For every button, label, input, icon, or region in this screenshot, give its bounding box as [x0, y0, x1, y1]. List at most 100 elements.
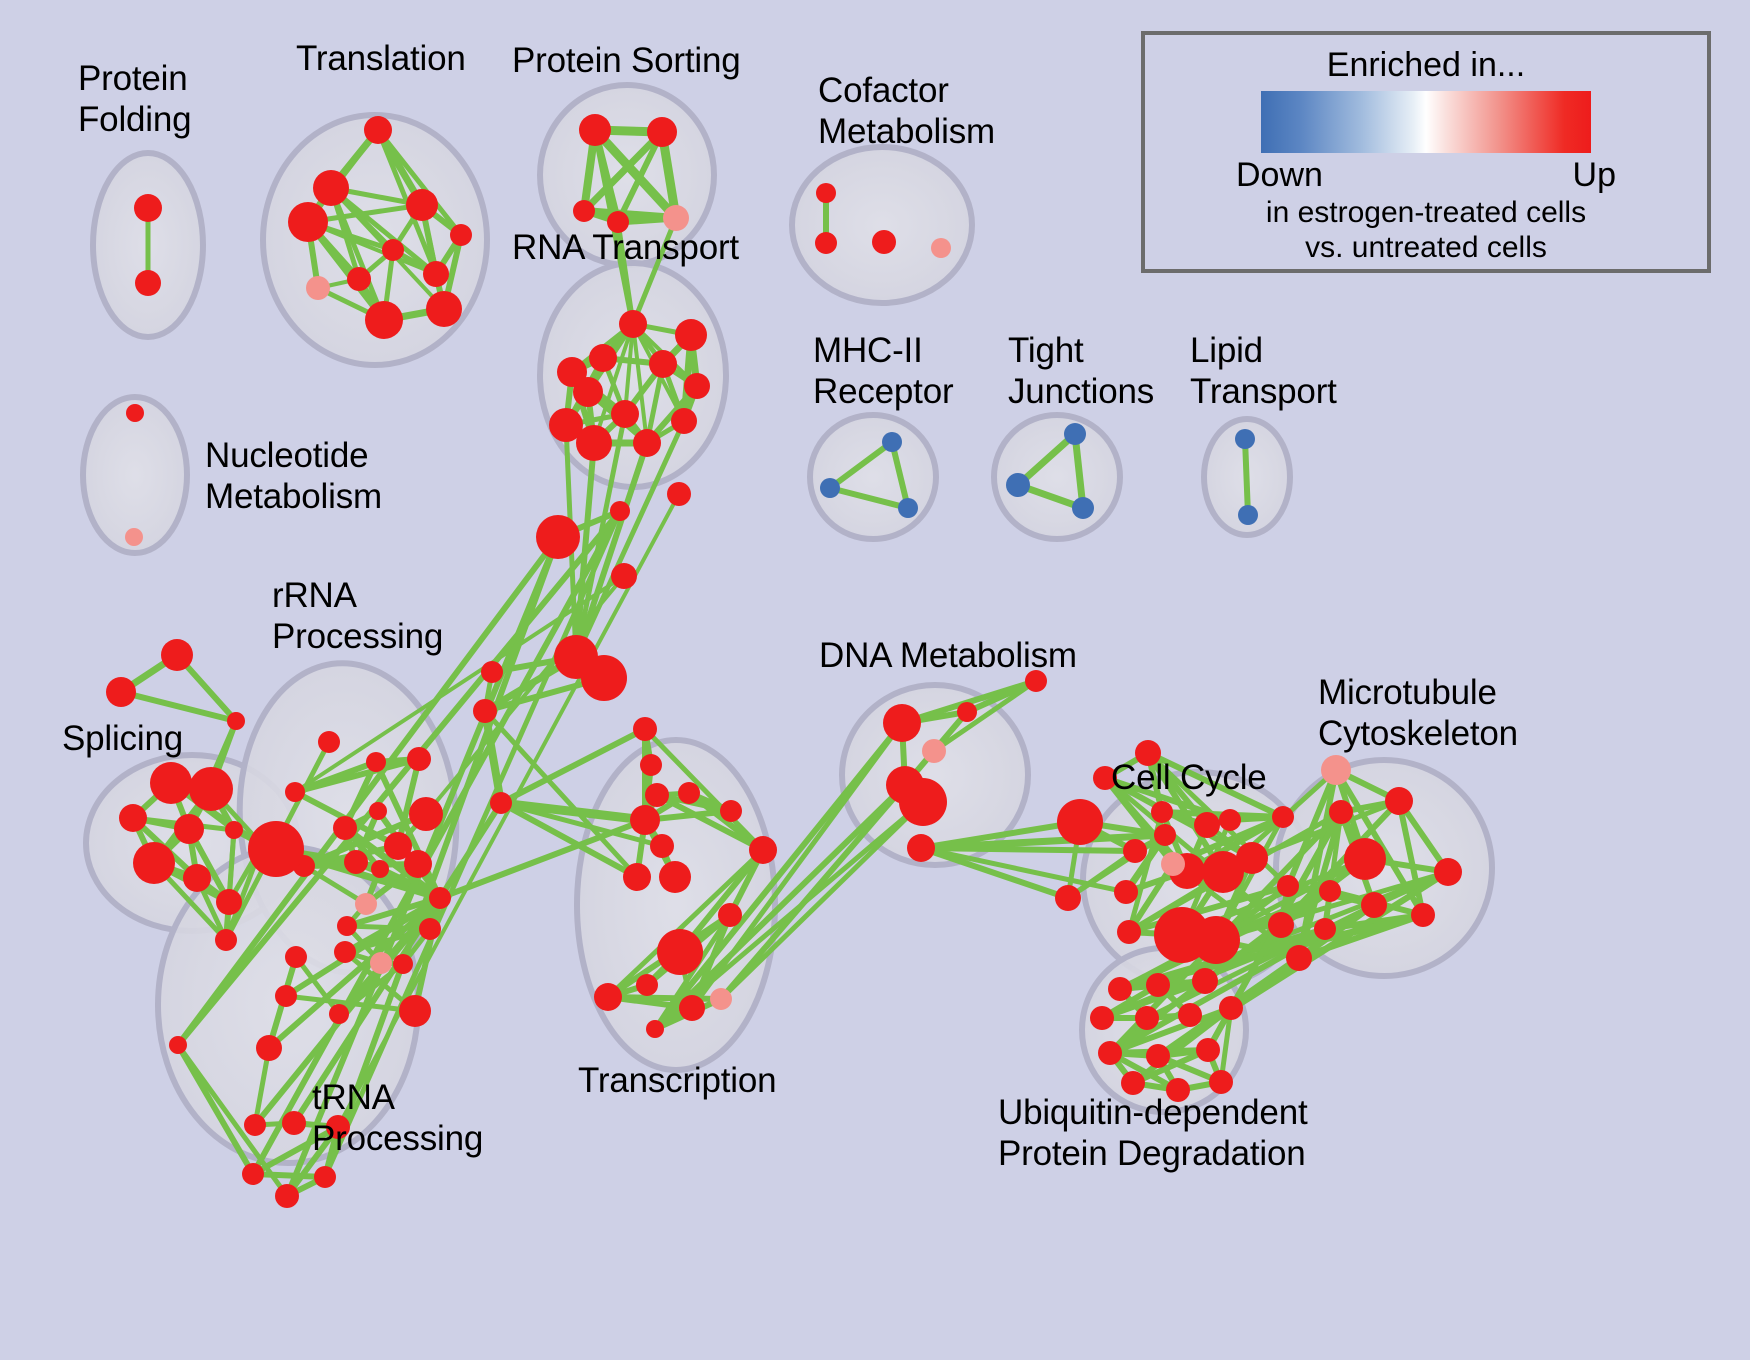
gene-set-node[interactable]: [1146, 1044, 1170, 1068]
gene-set-node[interactable]: [1219, 809, 1241, 831]
gene-set-node[interactable]: [883, 704, 921, 742]
edge[interactable]: [250, 1171, 328, 1180]
edge[interactable]: [615, 219, 636, 327]
gene-set-node[interactable]: [1151, 801, 1173, 823]
edge[interactable]: [573, 411, 628, 660]
gene-set-node[interactable]: [589, 344, 617, 372]
gene-set-node[interactable]: [183, 864, 211, 892]
edge[interactable]: [1107, 1005, 1234, 1056]
gene-set-node[interactable]: [242, 1163, 264, 1185]
gene-set-node[interactable]: [393, 954, 413, 974]
edge[interactable]: [652, 782, 908, 1032]
gene-set-node[interactable]: [718, 903, 742, 927]
gene-set-node[interactable]: [406, 189, 438, 221]
gene-set-node[interactable]: [1121, 1071, 1145, 1095]
edge[interactable]: [301, 863, 369, 907]
edge[interactable]: [931, 678, 1039, 754]
edge[interactable]: [284, 1124, 341, 1199]
gene-set-node[interactable]: [623, 863, 651, 891]
gene-set-node[interactable]: [1268, 912, 1294, 938]
gene-set-node[interactable]: [384, 832, 412, 860]
gene-set-node[interactable]: [285, 946, 307, 968]
gene-set-node[interactable]: [611, 400, 639, 428]
edge[interactable]: [827, 439, 895, 491]
gene-set-node[interactable]: [931, 238, 951, 258]
edge[interactable]: [1107, 1050, 1181, 1093]
gene-set-node[interactable]: [119, 804, 147, 832]
gene-set-node[interactable]: [640, 754, 662, 776]
edge[interactable]: [1396, 798, 1426, 918]
gene-set-node[interactable]: [426, 291, 462, 327]
gene-set-node[interactable]: [244, 1114, 266, 1136]
gene-set-node[interactable]: [898, 498, 918, 518]
gene-set-node[interactable]: [326, 1115, 350, 1139]
gene-set-node[interactable]: [1385, 787, 1413, 815]
gene-set-node[interactable]: [1194, 812, 1220, 838]
edge[interactable]: [266, 895, 443, 1051]
gene-set-node[interactable]: [1314, 918, 1336, 940]
gene-set-node[interactable]: [611, 563, 637, 589]
gene-set-node[interactable]: [404, 850, 432, 878]
gene-set-node[interactable]: [816, 183, 836, 203]
gene-set-node[interactable]: [1135, 740, 1161, 766]
gene-set-node[interactable]: [1166, 1078, 1190, 1102]
edge[interactable]: [498, 726, 648, 806]
gene-set-node[interactable]: [150, 762, 192, 804]
gene-set-node[interactable]: [1192, 916, 1240, 964]
gene-set-node[interactable]: [329, 1004, 349, 1024]
edge[interactable]: [1155, 869, 1451, 988]
gene-set-node[interactable]: [1192, 968, 1218, 994]
edge[interactable]: [623, 322, 635, 416]
edge[interactable]: [573, 418, 687, 660]
gene-set-node[interactable]: [399, 995, 431, 1027]
gene-set-node[interactable]: [369, 802, 387, 820]
gene-set-node[interactable]: [174, 814, 204, 844]
edge[interactable]: [175, 534, 561, 1048]
gene-set-node[interactable]: [215, 929, 237, 951]
edge[interactable]: [1218, 1005, 1234, 1085]
gene-set-node[interactable]: [256, 1035, 282, 1061]
gene-set-node[interactable]: [366, 752, 386, 772]
gene-set-node[interactable]: [659, 861, 691, 893]
gene-set-node[interactable]: [423, 261, 449, 287]
gene-set-node[interactable]: [1286, 945, 1312, 971]
gene-set-node[interactable]: [344, 850, 368, 874]
gene-set-node[interactable]: [282, 1111, 306, 1135]
gene-set-node[interactable]: [594, 983, 622, 1011]
gene-set-node[interactable]: [306, 276, 330, 300]
gene-set-node[interactable]: [1135, 1006, 1159, 1030]
gene-set-node[interactable]: [607, 211, 629, 233]
gene-set-node[interactable]: [1434, 858, 1462, 886]
gene-set-node[interactable]: [1277, 875, 1299, 897]
gene-set-node[interactable]: [275, 1184, 299, 1208]
edge[interactable]: [642, 726, 766, 853]
gene-set-node[interactable]: [645, 783, 669, 807]
gene-set-node[interactable]: [126, 404, 144, 422]
gene-set-node[interactable]: [667, 482, 691, 506]
gene-set-node[interactable]: [409, 797, 443, 831]
edge[interactable]: [341, 824, 444, 902]
gene-set-node[interactable]: [473, 699, 497, 723]
edge[interactable]: [496, 798, 650, 825]
edge[interactable]: [375, 127, 464, 238]
gene-set-node[interactable]: [285, 782, 305, 802]
edge[interactable]: [1242, 436, 1251, 518]
gene-set-node[interactable]: [313, 170, 349, 206]
gene-set-node[interactable]: [872, 230, 896, 254]
edge[interactable]: [580, 128, 666, 215]
edge[interactable]: [631, 322, 649, 445]
gene-set-node[interactable]: [636, 974, 658, 996]
gene-set-node[interactable]: [1235, 429, 1255, 449]
edge[interactable]: [689, 720, 905, 1011]
gene-set-node[interactable]: [1196, 1038, 1220, 1062]
edge[interactable]: [654, 792, 766, 853]
gene-set-node[interactable]: [820, 478, 840, 498]
gene-set-node[interactable]: [333, 816, 357, 840]
gene-set-node[interactable]: [1329, 800, 1353, 824]
edge[interactable]: [252, 1045, 272, 1128]
gene-set-node[interactable]: [382, 239, 404, 261]
cluster-ellipse-mhc-ii-receptor[interactable]: [807, 412, 939, 542]
edge[interactable]: [1102, 775, 1284, 928]
gene-set-node[interactable]: [227, 712, 245, 730]
gene-set-node[interactable]: [1108, 977, 1132, 1001]
